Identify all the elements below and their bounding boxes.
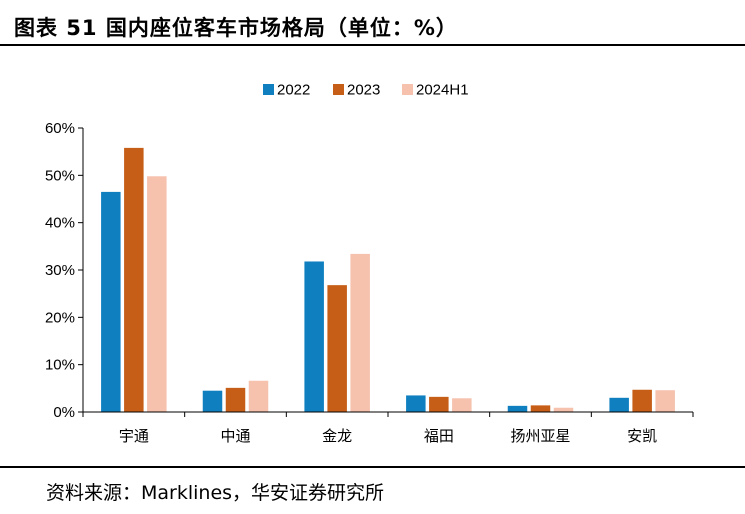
bar: [553, 407, 574, 412]
y-tick-label: 40%: [45, 215, 75, 232]
top-rule: [0, 44, 745, 46]
figure-title: 图表 51 国内座位客车市场格局（单位：%）: [14, 16, 458, 40]
legend-swatch: [263, 84, 274, 95]
y-tick-label: 30%: [45, 262, 75, 279]
x-tick-label: 福田: [424, 427, 454, 445]
x-tick-label: 扬州亚星: [510, 427, 570, 445]
bar: [609, 397, 629, 412]
bar-chart: 2022 2023 2024H1 0% 10% 20% 30% 40% 50% 60% 宇通 中通…: [45, 82, 694, 445]
bar: [350, 253, 370, 412]
y-axis: 0% 10% 20% 30% 40% 50% 60%: [45, 120, 84, 421]
bar: [248, 380, 269, 412]
y-tick-label: 0%: [53, 404, 75, 421]
legend-label: 2024H1: [416, 82, 469, 99]
x-tick-label: 中通: [220, 427, 250, 445]
y-tick-label: 60%: [45, 120, 75, 137]
bar: [429, 396, 449, 412]
bar: [655, 390, 675, 412]
bar: [632, 389, 652, 412]
legend-label: 2023: [347, 82, 380, 99]
legend: 2022 2023 2024H1: [263, 82, 469, 99]
legend-swatch: [402, 84, 413, 95]
legend-label: 2022: [277, 82, 310, 99]
x-axis: 宇通 中通 金龙 福田 扬州亚星 安凯: [82, 411, 694, 445]
x-tick-label: 安凯: [627, 427, 657, 445]
bar: [530, 405, 551, 412]
bar: [452, 398, 472, 412]
x-tick-label: 金龙: [322, 427, 352, 445]
bar: [507, 405, 528, 412]
bar: [304, 261, 324, 412]
bar: [327, 285, 347, 412]
y-tick-label: 50%: [45, 167, 75, 184]
bars: [101, 147, 675, 412]
bar: [202, 390, 223, 412]
y-tick-label: 20%: [45, 309, 75, 326]
bar: [225, 387, 246, 412]
x-tick-label: 宇通: [119, 427, 149, 445]
bar: [101, 191, 121, 412]
bar: [124, 147, 144, 412]
legend-swatch: [333, 84, 344, 95]
y-tick-label: 10%: [45, 357, 75, 374]
bottom-rule: [0, 466, 745, 468]
bar: [406, 395, 426, 412]
source-note: 资料来源：Marklines，华安证券研究所: [46, 482, 385, 504]
bar: [147, 176, 167, 412]
